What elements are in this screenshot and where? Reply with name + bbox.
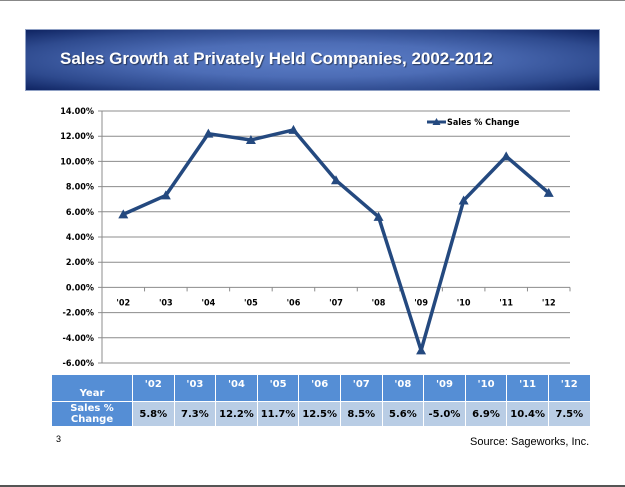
x-tick-label: '12 xyxy=(542,298,556,308)
slide-title: Sales Growth at Privately Held Companies… xyxy=(60,49,493,68)
value-cell: 7.3% xyxy=(173,401,217,427)
y-tick-label: -2.00% xyxy=(63,309,94,319)
year-cell: '12 xyxy=(547,374,591,402)
title-banner: Sales Growth at Privately Held Companies… xyxy=(25,29,600,91)
y-tick-label: 0.00% xyxy=(66,283,94,293)
series-line xyxy=(122,128,550,353)
y-tick-label: 8.00% xyxy=(66,183,94,193)
x-tick-label: '10 xyxy=(457,298,471,308)
year-cell: '09 xyxy=(423,374,466,402)
year-cell: '08 xyxy=(381,374,425,402)
year-cell: '02 xyxy=(132,374,175,402)
value-cell: 10.4% xyxy=(506,401,549,427)
value-cell: 12.2% xyxy=(215,401,258,427)
data-point-marker xyxy=(458,195,469,205)
x-tick-label: '04 xyxy=(201,298,215,308)
year-cell: '07 xyxy=(339,374,383,402)
y-tick-label: 12.00% xyxy=(60,132,94,142)
data-point-marker xyxy=(331,175,341,185)
legend-marker-icon xyxy=(432,118,441,125)
y-tick-label: 10.00% xyxy=(60,157,94,167)
year-cell: '10 xyxy=(464,374,508,402)
x-tick-label: '02 xyxy=(116,298,130,308)
year-cell: '06 xyxy=(298,374,341,402)
x-tick-label: '09 xyxy=(414,298,428,308)
row-header-sales: Sales % Change xyxy=(51,401,133,427)
x-tick-label: '03 xyxy=(159,298,173,308)
page-number: 3 xyxy=(56,434,62,444)
data-point-marker xyxy=(203,128,214,138)
data-point-marker xyxy=(160,190,171,200)
y-tick-label: 6.00% xyxy=(66,208,94,218)
x-tick-label: '06 xyxy=(287,298,301,308)
year-cell: '11 xyxy=(506,374,549,402)
table-data-row: Sales % Change 5.8% 7.3% 12.2% 11.7% 12.5% 8.… xyxy=(51,401,591,427)
value-cell: 7.5% xyxy=(547,401,591,427)
value-cell: 11.7% xyxy=(256,401,300,427)
x-tick-label: '07 xyxy=(329,298,343,308)
legend-label: Sales % Change xyxy=(447,118,520,128)
data-point-marker xyxy=(288,124,299,134)
value-cell: 5.8% xyxy=(132,401,175,427)
table-header-row: Year '02'03'04'05'06'07'08'09'10'11'12 xyxy=(51,374,591,402)
value-cell: 8.5% xyxy=(339,401,383,427)
value-cell: 5.6% xyxy=(381,401,425,427)
data-point-marker xyxy=(373,211,384,221)
data-point-marker xyxy=(416,345,427,355)
value-cell: 12.5% xyxy=(298,401,341,427)
year-cell: '05 xyxy=(256,374,300,402)
data-table: Year '02'03'04'05'06'07'08'09'10'11'12 S… xyxy=(51,374,591,427)
x-tick-label: '08 xyxy=(372,298,386,308)
top-border xyxy=(0,0,625,1)
bottom-border xyxy=(0,485,625,487)
source-note: Source: Sageworks, Inc. xyxy=(470,436,590,448)
y-tick-label: 2.00% xyxy=(66,258,94,268)
data-point-marker xyxy=(118,209,129,219)
data-point-marker xyxy=(501,151,512,161)
year-cell: '04 xyxy=(215,374,258,402)
value-cell: 6.9% xyxy=(464,401,508,427)
y-tick-label: 4.00% xyxy=(66,233,94,243)
value-cell: -5.0% xyxy=(423,401,466,427)
year-cell: '03 xyxy=(173,374,217,402)
data-point-marker xyxy=(543,187,554,197)
y-tick-label: 14.00% xyxy=(60,107,94,117)
row-header-year: Year xyxy=(51,374,133,402)
y-tick-label: -6.00% xyxy=(63,359,94,369)
y-tick-label: -4.00% xyxy=(63,334,94,344)
x-tick-label: '05 xyxy=(244,298,258,308)
data-point-marker xyxy=(245,134,256,144)
x-tick-label: '11 xyxy=(499,298,513,308)
